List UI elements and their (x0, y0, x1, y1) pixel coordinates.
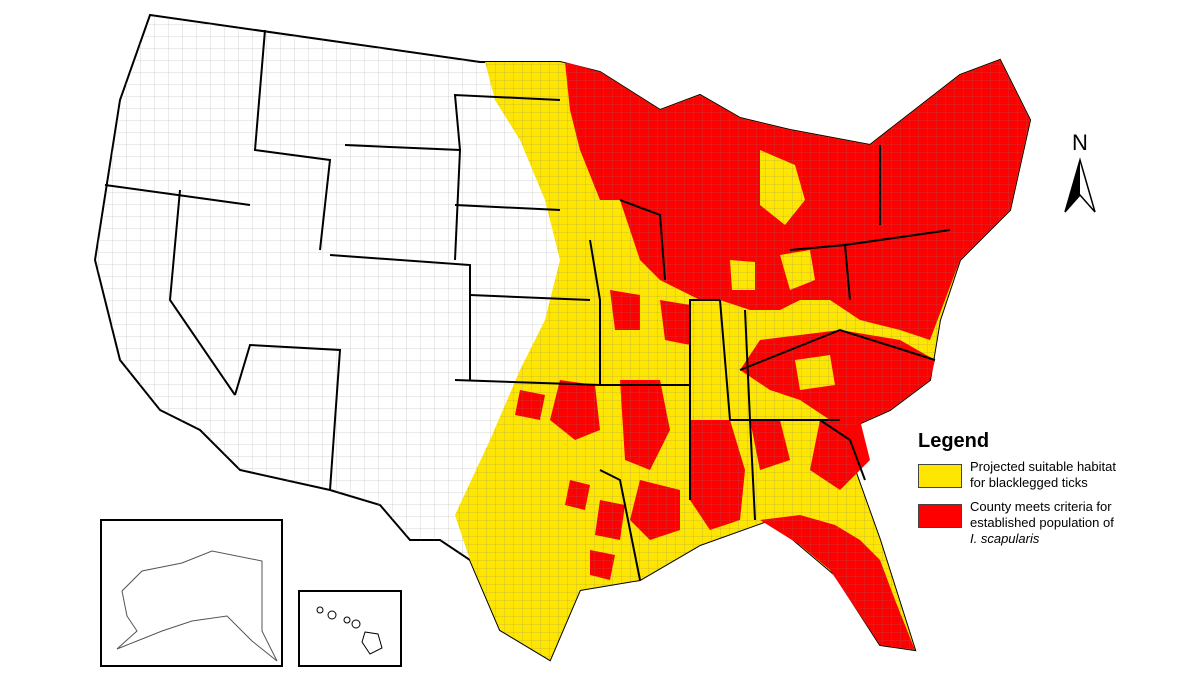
state-borders (104, 29, 951, 581)
county-lines-east (455, 60, 1030, 660)
habitat-swatch (918, 464, 962, 488)
habitat-label: Projected suitable habitat for blacklegg… (970, 459, 1116, 490)
legend-item-established: County meets criteria for established po… (918, 499, 1188, 547)
hawaii-outline (316, 606, 383, 655)
north-arrow-icon (1064, 157, 1096, 213)
legend-title: Legend (918, 430, 990, 452)
established-swatch (918, 504, 962, 528)
alaska-inset (100, 519, 283, 667)
legend-item-habitat: Projected suitable habitat for blacklegg… (918, 459, 1188, 491)
legend: Legend Projected suitable habitat for bl… (918, 430, 1188, 555)
alaska-outline (116, 550, 278, 662)
hawaii-inset (298, 590, 402, 667)
north-arrow: N (1060, 130, 1100, 220)
north-label: N (1072, 130, 1088, 155)
established-label: County meets criteria for established po… (970, 499, 1114, 546)
